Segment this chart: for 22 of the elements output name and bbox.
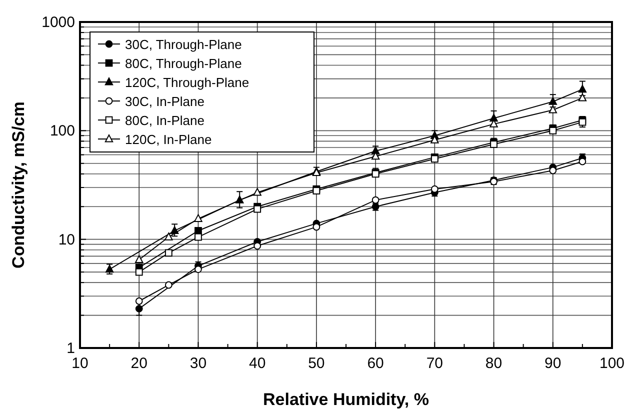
x-tick-label: 60: [367, 355, 384, 372]
x-tick-label: 100: [599, 355, 625, 372]
legend-label: 30C, Through-Plane: [125, 37, 242, 52]
x-tick-label: 30: [190, 355, 207, 372]
x-tick-label: 80: [485, 355, 502, 372]
y-tick-label: 100: [50, 122, 75, 140]
x-tick-label: 50: [308, 355, 325, 372]
x-tick-label: 70: [426, 355, 444, 372]
legend-label: 80C, In-Plane: [125, 113, 204, 128]
x-tick-label: 10: [72, 355, 88, 372]
x-tick-label: 40: [248, 355, 266, 372]
legend-label: 120C, In-Plane: [125, 132, 212, 147]
y-tick-label: 10: [58, 231, 75, 248]
legend-label: 120C, Through-Plane: [125, 75, 250, 90]
y-axis-title: Conductivity, mS/cm: [9, 102, 28, 268]
x-axis-title: Relative Humidity, %: [263, 390, 429, 409]
y-tick-label: 1: [66, 340, 75, 357]
x-tick-label: 20: [130, 355, 148, 372]
x-tick-label: 90: [544, 355, 562, 372]
y-tick-label: 1000: [42, 14, 75, 31]
legend-label: 80C, Through-Plane: [125, 56, 242, 71]
legend-label: 30C, In-Plane: [125, 94, 204, 109]
